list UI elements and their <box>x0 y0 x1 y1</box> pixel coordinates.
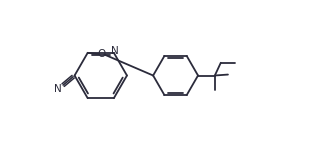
Text: O: O <box>98 49 106 59</box>
Text: N: N <box>111 46 118 56</box>
Text: N: N <box>54 84 62 94</box>
